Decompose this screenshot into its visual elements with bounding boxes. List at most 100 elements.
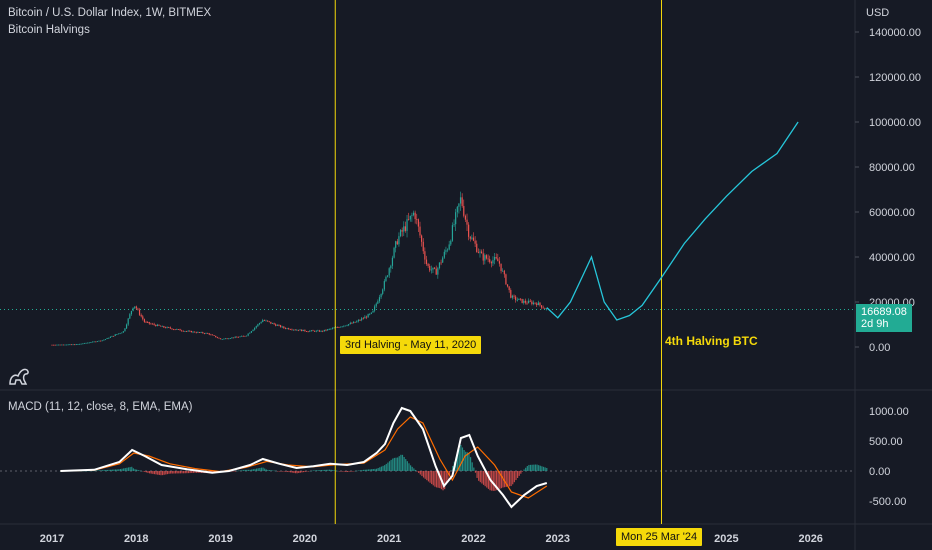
macd-histogram-bar: [328, 469, 331, 471]
candle-body: [109, 336, 111, 338]
macd-histogram-bar: [341, 471, 344, 472]
macd-histogram-bar: [298, 471, 300, 473]
macd-histogram-bar: [508, 471, 511, 487]
macd-histogram-bar: [534, 464, 537, 471]
candle-body: [417, 219, 419, 227]
candle-body: [138, 309, 141, 315]
candle-body: [223, 338, 225, 340]
candle-body: [476, 243, 478, 252]
candle-body: [372, 310, 374, 313]
candle-body: [192, 331, 194, 333]
macd-histogram-bar: [171, 471, 173, 474]
macd-histogram-bar: [388, 461, 391, 471]
macd-histogram-bar: [516, 471, 519, 478]
price-tick-label: 140000.00: [869, 27, 921, 39]
candle-body: [203, 333, 205, 334]
price-tick-label: 0.00: [869, 342, 890, 354]
macd-histogram-bar: [286, 471, 288, 472]
candle-body: [245, 335, 248, 337]
candle-body: [121, 332, 123, 334]
candle-body: [296, 329, 298, 331]
candle-body: [101, 340, 103, 342]
candle-body: [395, 241, 397, 248]
macd-histogram-bar: [278, 471, 280, 472]
candle-body: [448, 244, 450, 250]
macd-histogram-bar: [471, 462, 473, 471]
candle-body: [528, 300, 530, 304]
candle-body: [521, 298, 523, 303]
macd-histogram-bar: [507, 471, 509, 487]
candle-body: [471, 237, 473, 239]
candle-body: [75, 344, 77, 346]
macd-histogram-bar: [183, 471, 185, 474]
candle-body: [51, 344, 53, 346]
macd-histogram-bar: [265, 469, 267, 471]
candle-body: [524, 300, 526, 303]
tradingview-logo-icon[interactable]: [6, 362, 32, 388]
macd-histogram-bar: [512, 471, 514, 485]
macd-histogram-bar: [377, 468, 379, 471]
macd-histogram-bar: [129, 467, 131, 471]
candle-body: [540, 305, 543, 308]
macd-histogram-bar: [395, 457, 397, 471]
macd-histogram-bar: [285, 471, 287, 472]
candle-body: [166, 327, 168, 328]
macd-histogram-bar: [346, 471, 348, 472]
candle-body: [429, 265, 431, 271]
candle-body: [502, 270, 504, 272]
symbol-title[interactable]: Bitcoin / U.S. Dollar Index, 1W, BITMEX: [8, 7, 212, 19]
macd-histogram-bar: [447, 471, 449, 480]
candle-body: [96, 341, 98, 343]
macd-histogram-bar: [374, 468, 376, 471]
candle-body: [268, 321, 270, 323]
candle-body: [469, 236, 471, 239]
macd-histogram-bar: [481, 471, 483, 484]
candle-body: [247, 333, 249, 336]
candle-body: [273, 323, 275, 325]
macd-histogram-bar: [277, 471, 279, 472]
candle-body: [508, 286, 510, 291]
macd-histogram-bar: [414, 469, 417, 471]
macd-histogram-bar: [189, 471, 191, 474]
macd-histogram-bar: [315, 470, 318, 471]
candle-body: [487, 258, 489, 260]
indicator-title[interactable]: Bitcoin Halvings: [8, 24, 90, 36]
candle-body: [294, 329, 296, 331]
candle-body: [544, 308, 546, 309]
macd-histogram-bar: [111, 469, 113, 471]
candle-body: [320, 330, 322, 332]
macd-histogram-bar: [461, 447, 464, 471]
candle-body: [330, 328, 332, 330]
macd-histogram-bar: [270, 470, 272, 471]
macd-title[interactable]: MACD (11, 12, close, 8, EMA, EMA): [8, 401, 193, 413]
candle-body: [401, 230, 403, 232]
candle-body: [354, 321, 356, 323]
candle-body: [59, 344, 61, 346]
candle-body: [252, 329, 254, 332]
macd-histogram-bar: [397, 457, 399, 471]
candle-body: [331, 327, 334, 329]
macd-histogram-bar: [333, 470, 336, 471]
macd-histogram-bar: [432, 471, 434, 486]
macd-histogram-bar: [153, 471, 156, 475]
candle-body: [134, 306, 136, 308]
macd-histogram-bar: [181, 471, 183, 474]
macd-histogram-bar: [101, 470, 104, 471]
candle-body: [545, 308, 548, 310]
candle-body: [124, 328, 126, 332]
candle-body: [537, 302, 539, 306]
macd-histogram-bar: [486, 471, 488, 488]
candle-body: [137, 308, 139, 310]
candle-body: [148, 321, 150, 324]
macd-histogram-bar: [184, 471, 186, 474]
candle-body: [151, 323, 154, 325]
macd-histogram-bar: [497, 471, 499, 490]
candle-body: [57, 344, 60, 346]
time-tick-label: 2025: [714, 533, 738, 545]
macd-histogram-bar: [416, 471, 418, 472]
macd-histogram-bar: [504, 471, 506, 488]
candle-body: [367, 314, 369, 318]
macd-histogram-bar: [301, 471, 303, 473]
macd-histogram-bar: [165, 471, 167, 475]
